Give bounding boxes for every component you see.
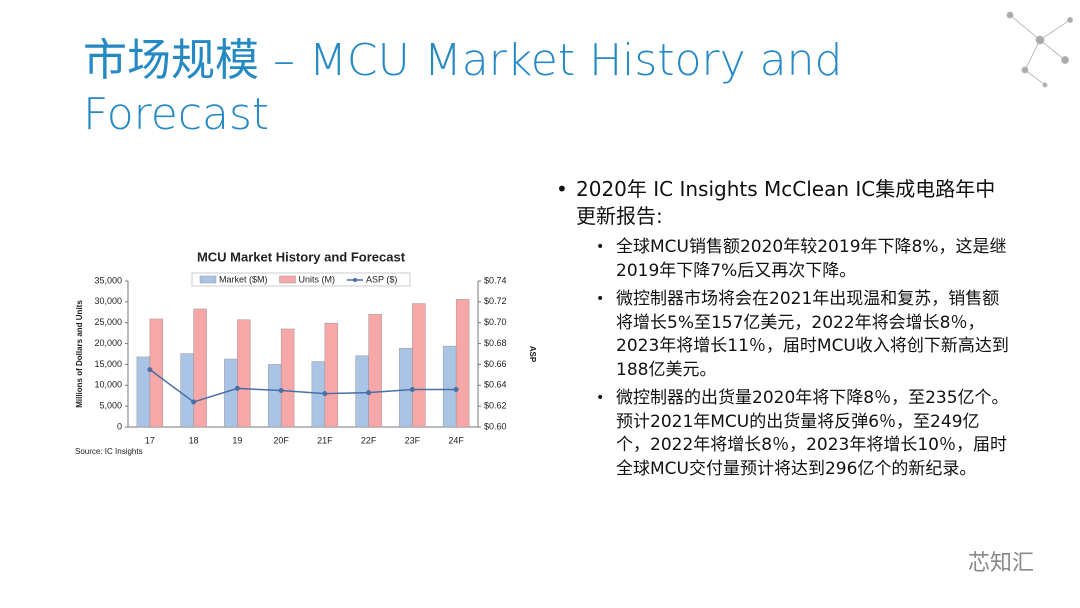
y-tick-label: 35,000 — [94, 275, 122, 285]
point — [322, 391, 328, 397]
y-tick-label: 15,000 — [94, 359, 122, 369]
bar — [455, 299, 470, 428]
chart-title: MCU Market History and Forecast — [197, 249, 406, 264]
watermark: 芯知汇 — [968, 551, 1035, 576]
y-tick-label: 10,000 — [94, 380, 122, 390]
x-tick-label: 23F — [405, 435, 421, 445]
y-tick-label: 0 — [117, 421, 122, 431]
y-tick-label: 20,000 — [94, 338, 122, 348]
sub-bullet: 全球MCU销售额2020年较2019年下降8%，这是继2019年下降7%后又再次… — [596, 236, 1011, 283]
bar — [442, 345, 457, 428]
point — [366, 390, 372, 396]
bar — [324, 322, 339, 428]
y-tick-label: 25,000 — [94, 317, 122, 327]
x-tick-label: 22F — [361, 435, 377, 445]
legend-swatch — [353, 278, 358, 282]
sub-bullet: 微控制器的出货量2020年将下降8％，至235亿个。预计2021年MCU的出货量… — [596, 387, 1011, 481]
sub-bullet: 微控制器市场将会在2021年出现温和复苏，销售额将增长5%至157亿美元，202… — [596, 288, 1011, 382]
legend-swatch — [279, 275, 296, 284]
chart: MCU Market History and Forecast Millions… — [75, 249, 537, 456]
bar — [224, 358, 238, 428]
bar — [368, 314, 382, 428]
point — [234, 385, 240, 391]
legend-label: Market ($M) — [219, 274, 268, 284]
bar — [399, 347, 413, 428]
legend-label: ASP ($) — [366, 274, 397, 284]
bar — [193, 308, 207, 428]
legend-swatch — [199, 275, 217, 284]
bullet-list: 2020年 IC Insights McClean IC集成电路年中更新报告: … — [556, 176, 1026, 486]
point — [453, 386, 459, 392]
y2-tick-label: $0.62 — [484, 401, 507, 411]
y2-tick-label: $0.60 — [484, 421, 507, 431]
y2-tick-label: $0.74 — [484, 275, 507, 285]
bar — [237, 319, 251, 428]
point — [409, 386, 415, 392]
slide-title: 市场规模 – MCU Market History and Forecast — [83, 35, 843, 140]
line — [149, 369, 457, 403]
bar — [180, 353, 194, 428]
x-tick-label: 21F — [317, 435, 333, 445]
bar — [280, 328, 295, 428]
decoration — [1006, 11, 1073, 88]
y2-tick-label: $0.66 — [484, 359, 507, 369]
y2-tick-label: $0.68 — [484, 338, 507, 348]
x-tick-label: 18 — [189, 435, 199, 445]
y-tick-label: 30,000 — [94, 296, 122, 306]
y2-tick-label: $0.64 — [484, 380, 507, 390]
source: Source: IC Insights — [75, 447, 143, 456]
x-tick-label: 17 — [145, 435, 155, 445]
point — [147, 367, 153, 373]
bar — [267, 364, 282, 428]
y-axis-label: Millions of Dollars and Units — [75, 300, 84, 408]
sub-bullets: 全球MCU销售额2020年较2019年下降8%，这是继2019年下降7%后又再次… — [596, 236, 1026, 481]
bar — [412, 303, 426, 428]
point — [191, 399, 197, 405]
bullet: 2020年 IC Insights McClean IC集成电路年中更新报告: — [556, 176, 1001, 230]
x-tick-label: 19 — [232, 435, 242, 445]
y-tick-label: 5,000 — [99, 401, 122, 411]
bar — [149, 318, 164, 428]
bar — [136, 356, 151, 428]
y2-tick-label: $0.70 — [484, 317, 507, 327]
legend-label: Units (M) — [299, 274, 336, 284]
legend-box — [191, 272, 411, 287]
y2-tick-label: $0.72 — [484, 296, 507, 306]
x-tick-label: 20F — [273, 435, 289, 445]
x-tick-label: 24F — [448, 435, 464, 445]
point — [278, 388, 284, 393]
y2-axis-label: ASP — [528, 346, 537, 363]
